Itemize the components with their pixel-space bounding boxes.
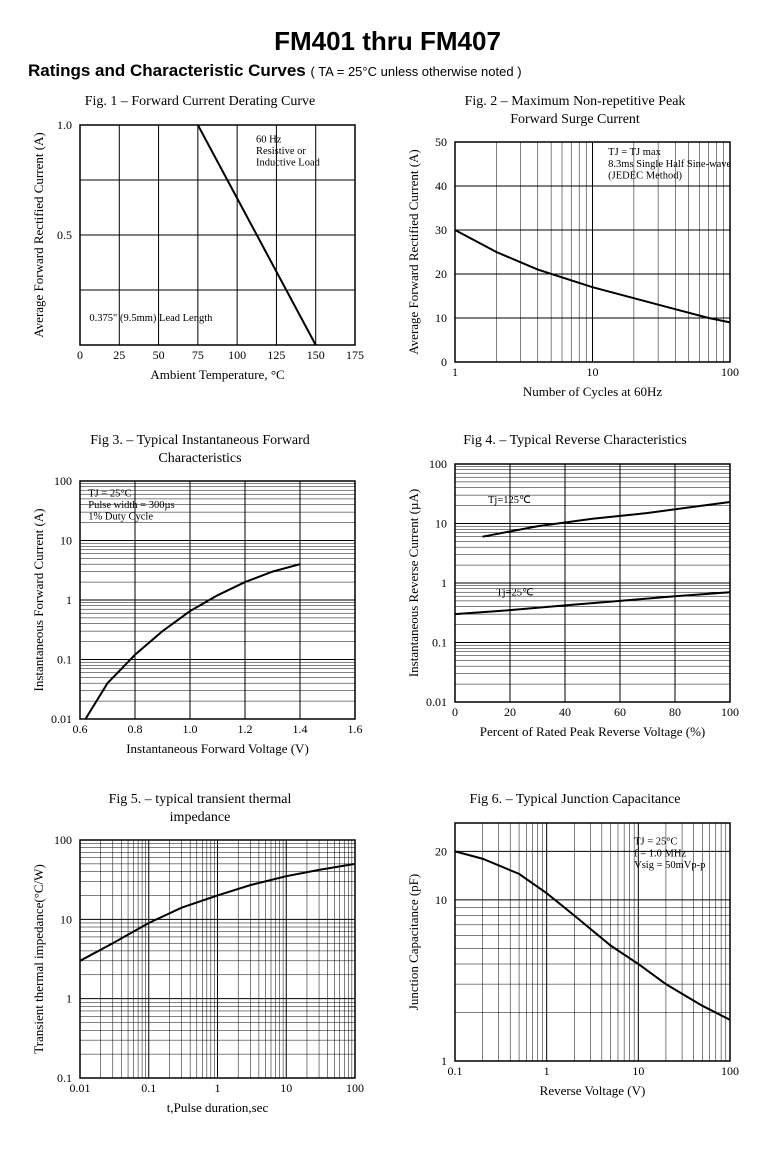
svg-text:0.375" (9.5mm) Lead Length: 0.375" (9.5mm) Lead Length — [89, 312, 213, 323]
fig3-chart: 0.6 0.8 1.0 1.2 1.4 1.6 0.01 0.1 1 10 100 Instantan… — [25, 471, 375, 771]
svg-text:10: 10 — [435, 516, 447, 530]
svg-text:100: 100 — [721, 365, 739, 379]
fig6-chart: 0.111010011020Reverse Voltage (V)Junctio… — [400, 813, 750, 1113]
svg-text:Tj=25℃: Tj=25℃ — [496, 587, 534, 598]
fig1-title: Fig. 1 – Forward Current Derating Curve — [20, 93, 380, 111]
fig4: Fig 4. – Typical Reverse Characteristics… — [395, 430, 755, 771]
fig5-title: Fig 5. – typical transient thermalimpeda… — [20, 791, 380, 826]
fig2-title: Fig. 2 – Maximum Non-repetitive PeakForw… — [395, 93, 755, 128]
svg-text:1: 1 — [441, 576, 447, 590]
svg-text:Ambient Temperature, °C: Ambient Temperature, °C — [150, 367, 284, 382]
svg-text:1.4: 1.4 — [293, 722, 308, 736]
svg-text:0.01: 0.01 — [51, 712, 72, 726]
section-title-text: Ratings and Characteristic Curves — [28, 61, 306, 80]
svg-text:0.6: 0.6 — [73, 722, 88, 736]
svg-text:Instantaneous Reverse Current: Instantaneous Reverse Current (µA) — [406, 488, 421, 676]
fig4-title: Fig 4. – Typical Reverse Characteristics — [395, 432, 755, 450]
svg-text:Number of Cycles at 60Hz: Number of Cycles at 60Hz — [523, 384, 663, 399]
svg-text:0.1: 0.1 — [448, 1064, 463, 1078]
svg-text:1.2: 1.2 — [238, 722, 253, 736]
svg-text:1: 1 — [452, 365, 458, 379]
svg-text:100: 100 — [721, 705, 739, 719]
svg-text:10: 10 — [632, 1064, 644, 1078]
svg-text:0: 0 — [77, 348, 83, 362]
fig6: Fig 6. – Typical Junction Capacitance 0.… — [395, 789, 755, 1130]
charts-grid: Fig. 1 – Forward Current Derating Curve … — [20, 91, 755, 1148]
page-title: FM401 thru FM407 — [20, 26, 755, 57]
svg-text:0.8: 0.8 — [128, 722, 143, 736]
svg-text:Percent of Rated Peak Reverse: Percent of Rated Peak Reverse Voltage (%… — [480, 724, 706, 739]
svg-text:40: 40 — [559, 705, 571, 719]
svg-text:0.1: 0.1 — [57, 1071, 72, 1085]
fig2-chart: 1 10 100 0 10 20 30 40 50 Number of Cycles at 60H… — [400, 132, 750, 412]
svg-text:Transient thermal impedance(°C: Transient thermal impedance(°C/W) — [31, 864, 46, 1054]
svg-text:10: 10 — [280, 1081, 292, 1095]
svg-text:25: 25 — [113, 348, 125, 362]
svg-text:50: 50 — [153, 348, 165, 362]
fig5-chart: 0.010.11101000.1110100t,Pulse duration,s… — [25, 830, 375, 1130]
svg-text:1: 1 — [441, 1054, 447, 1068]
svg-text:0: 0 — [452, 705, 458, 719]
svg-text:50: 50 — [435, 135, 447, 149]
svg-text:0: 0 — [441, 355, 447, 369]
fig4-chart: 0 20 40 60 80 100 0.01 0.1 1 10 100 Tj=125℃ Tj=25℃ Pe… — [400, 454, 750, 754]
svg-text:Junction Capacitance (pF): Junction Capacitance (pF) — [406, 873, 421, 1009]
svg-text:150: 150 — [307, 348, 325, 362]
svg-text:125: 125 — [267, 348, 285, 362]
svg-text:0.01: 0.01 — [426, 695, 447, 709]
svg-text:20: 20 — [435, 267, 447, 281]
svg-text:1: 1 — [66, 992, 72, 1006]
svg-text:175: 175 — [346, 348, 364, 362]
section-note: ( TA = 25°C unless otherwise noted ) — [311, 64, 522, 79]
fig5: Fig 5. – typical transient thermalimpeda… — [20, 789, 380, 1130]
svg-text:Instantaneous Forward Current: Instantaneous Forward Current (A) — [31, 508, 46, 691]
svg-text:0.5: 0.5 — [57, 228, 72, 242]
svg-text:1: 1 — [544, 1064, 550, 1078]
svg-text:100: 100 — [54, 833, 72, 847]
svg-text:10: 10 — [435, 892, 447, 906]
fig2: Fig. 2 – Maximum Non-repetitive PeakForw… — [395, 91, 755, 412]
svg-text:60: 60 — [614, 705, 626, 719]
fig1-chart: 0 25 50 75 100 125 150 175 0.5 1.0 Ambient Tempera… — [25, 115, 375, 395]
fig6-title: Fig 6. – Typical Junction Capacitance — [395, 791, 755, 809]
svg-text:TJ = 25°Cf = 1.0 MHzVsig = 50m: TJ = 25°Cf = 1.0 MHzVsig = 50mVp-p — [634, 836, 705, 870]
svg-text:100: 100 — [346, 1081, 364, 1095]
svg-text:60 HzResistive orInductive Loa: 60 HzResistive orInductive Load — [256, 134, 321, 168]
svg-text:Instantaneous Forward Voltage: Instantaneous Forward Voltage (V) — [126, 741, 309, 756]
fig1: Fig. 1 – Forward Current Derating Curve … — [20, 91, 380, 412]
fig3: Fig 3. – Typical Instantaneous ForwardCh… — [20, 430, 380, 771]
svg-text:80: 80 — [669, 705, 681, 719]
svg-text:10: 10 — [60, 912, 72, 926]
svg-text:Tj=125℃: Tj=125℃ — [488, 495, 531, 506]
svg-text:20: 20 — [435, 844, 447, 858]
svg-text:10: 10 — [435, 311, 447, 325]
svg-text:10: 10 — [60, 534, 72, 548]
svg-text:20: 20 — [504, 705, 516, 719]
svg-text:0.1: 0.1 — [141, 1081, 156, 1095]
svg-text:1.6: 1.6 — [348, 722, 363, 736]
svg-text:0.1: 0.1 — [57, 653, 72, 667]
svg-text:Average Forward Rectified Curr: Average Forward Rectified Current (A) — [406, 149, 421, 355]
svg-text:1.0: 1.0 — [57, 118, 72, 132]
svg-text:100: 100 — [721, 1064, 739, 1078]
svg-text:10: 10 — [587, 365, 599, 379]
svg-text:100: 100 — [228, 348, 246, 362]
svg-text:TJ = TJ max8.3ms Single Half S: TJ = TJ max8.3ms Single Half Sine-wave(J… — [608, 147, 731, 181]
svg-text:0.1: 0.1 — [432, 635, 447, 649]
svg-text:75: 75 — [192, 348, 204, 362]
svg-text:100: 100 — [429, 457, 447, 471]
svg-text:1.0: 1.0 — [183, 722, 198, 736]
svg-text:100: 100 — [54, 474, 72, 488]
svg-text:Reverse Voltage (V): Reverse Voltage (V) — [540, 1083, 646, 1098]
svg-text:1: 1 — [215, 1081, 221, 1095]
svg-text:1: 1 — [66, 593, 72, 607]
fig3-title: Fig 3. – Typical Instantaneous ForwardCh… — [20, 432, 380, 467]
section-title: Ratings and Characteristic Curves ( TA =… — [28, 61, 755, 81]
svg-text:t,Pulse duration,sec: t,Pulse duration,sec — [167, 1100, 269, 1115]
svg-text:Average Forward Rectified Curr: Average Forward Rectified Current (A) — [31, 132, 46, 338]
svg-text:40: 40 — [435, 179, 447, 193]
svg-text:30: 30 — [435, 223, 447, 237]
svg-text:TJ = 25°CPulse width = 300µs1%: TJ = 25°CPulse width = 300µs1% Duty Cycl… — [88, 488, 174, 522]
svg-text:0.01: 0.01 — [70, 1081, 91, 1095]
